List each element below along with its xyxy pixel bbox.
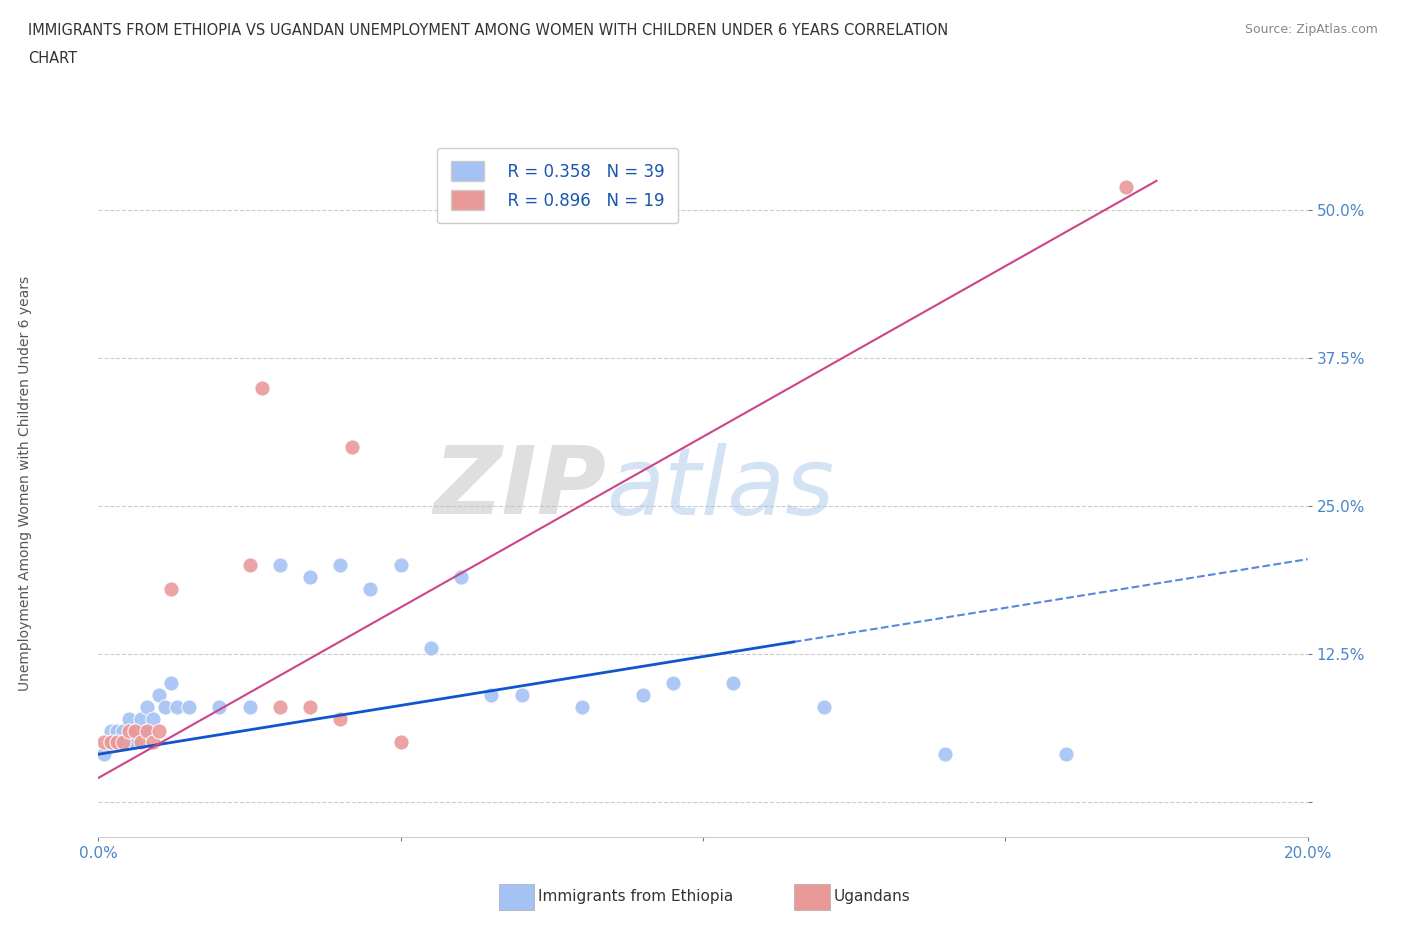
Point <box>129 724 152 738</box>
Point <box>934 747 956 762</box>
Point <box>100 724 122 738</box>
Point <box>208 699 231 714</box>
Point <box>450 569 472 584</box>
Text: ZIP: ZIP <box>433 443 606 534</box>
Point <box>111 735 134 750</box>
Point <box>135 699 157 714</box>
Point <box>177 699 201 714</box>
Point <box>166 699 188 714</box>
Point <box>124 724 146 738</box>
Point <box>111 735 134 750</box>
Point <box>631 687 654 702</box>
Point <box>105 735 128 750</box>
Point <box>105 735 128 750</box>
Point <box>269 558 291 573</box>
Point <box>329 711 352 726</box>
Point <box>148 687 170 702</box>
Point <box>93 735 115 750</box>
Point <box>342 440 364 455</box>
Point <box>269 699 291 714</box>
Point <box>360 581 382 596</box>
Point <box>250 380 273 395</box>
Point <box>239 558 262 573</box>
Text: Unemployment Among Women with Children Under 6 years: Unemployment Among Women with Children U… <box>18 276 32 691</box>
Point <box>1054 747 1077 762</box>
Point <box>135 724 157 738</box>
Point <box>105 724 128 738</box>
Text: CHART: CHART <box>28 51 77 66</box>
Point <box>721 676 744 691</box>
Text: IMMIGRANTS FROM ETHIOPIA VS UGANDAN UNEMPLOYMENT AMONG WOMEN WITH CHILDREN UNDER: IMMIGRANTS FROM ETHIOPIA VS UGANDAN UNEM… <box>28 23 949 38</box>
Point <box>142 735 165 750</box>
Point <box>118 711 141 726</box>
Point <box>571 699 593 714</box>
Point <box>129 735 152 750</box>
Point <box>160 676 183 691</box>
Text: Ugandans: Ugandans <box>834 889 911 904</box>
Point <box>389 735 412 750</box>
Legend:   R = 0.358   N = 39,   R = 0.896   N = 19: R = 0.358 N = 39, R = 0.896 N = 19 <box>437 148 678 223</box>
Point <box>481 687 503 702</box>
Point <box>124 724 146 738</box>
Point <box>142 711 165 726</box>
Point <box>124 735 146 750</box>
Point <box>129 711 152 726</box>
Text: Immigrants from Ethiopia: Immigrants from Ethiopia <box>538 889 734 904</box>
Point <box>111 724 134 738</box>
Point <box>1115 179 1137 194</box>
Point <box>510 687 533 702</box>
Point <box>661 676 683 691</box>
Point <box>135 724 157 738</box>
Point <box>118 735 141 750</box>
Text: atlas: atlas <box>606 443 835 534</box>
Point <box>160 581 183 596</box>
Text: Source: ZipAtlas.com: Source: ZipAtlas.com <box>1244 23 1378 36</box>
Point <box>299 569 322 584</box>
Point <box>329 558 352 573</box>
Point <box>100 735 122 750</box>
Point <box>239 699 262 714</box>
Point <box>813 699 835 714</box>
Point <box>153 699 176 714</box>
Point <box>118 724 141 738</box>
Point <box>100 735 122 750</box>
Point <box>148 724 170 738</box>
Point <box>93 747 115 762</box>
Point <box>389 558 412 573</box>
Point <box>299 699 322 714</box>
Point <box>419 641 441 656</box>
